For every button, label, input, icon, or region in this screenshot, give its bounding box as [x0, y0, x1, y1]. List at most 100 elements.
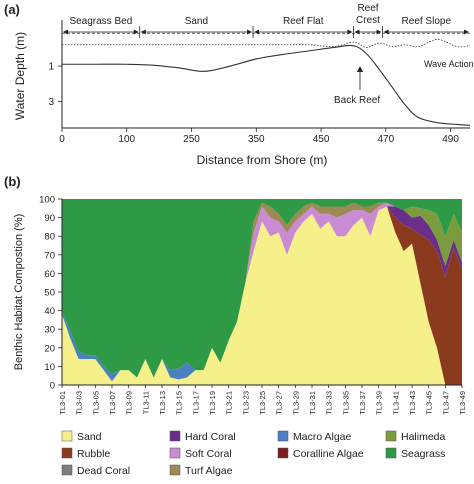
b-x-tick-label: TL3-21	[225, 391, 234, 415]
b-x-tick-label: TL3-25	[258, 391, 267, 415]
b-x-tick-label: TL3-07	[108, 391, 117, 415]
legend-label: Rubble	[77, 448, 110, 460]
legend-item: Sand	[61, 430, 102, 443]
zone-label-bg	[352, 13, 384, 25]
zone-label: Crest	[356, 15, 380, 26]
legend-swatch	[277, 430, 289, 442]
panel-b-y-ticks: 0 10 20 30 40 50 60 70 80 90 100	[39, 195, 62, 392]
profile-lines	[62, 32, 471, 126]
legend-item: Soft Coral	[169, 447, 232, 460]
panel-a-ylabel: Water Depth (m)	[13, 32, 27, 120]
b-y-tick-label: 40	[44, 306, 55, 317]
b-y-tick-label: 50	[44, 288, 55, 299]
b-y-tick-label: 70	[44, 250, 55, 261]
legend-swatch	[61, 430, 73, 442]
b-x-tick-label: TL3-17	[191, 391, 200, 415]
x-tick-label: 490	[442, 134, 459, 145]
panel-a-xlabel: Distance from Shore (m)	[197, 153, 328, 167]
legend-item: Seagrass	[385, 447, 445, 460]
profile-line-solid	[62, 44, 471, 126]
legend-label: Hard Coral	[185, 431, 236, 443]
panel-a-x-ticks: 0 100 250 350 450 470 490	[59, 128, 459, 145]
b-x-tick-label: TL3-41	[391, 391, 400, 415]
legend-item: Hard Coral	[169, 430, 236, 443]
legend-swatch	[61, 464, 73, 476]
back-reef-arrowhead	[357, 66, 363, 72]
b-x-tick-label: TL3-47	[441, 391, 450, 415]
legend-label: Halimeda	[401, 431, 446, 443]
y-tick-label: 3	[48, 97, 54, 108]
b-x-tick-label: TL3-29	[291, 391, 300, 415]
b-y-tick-label: 90	[44, 213, 55, 224]
b-x-tick-label: TL3-01	[58, 391, 67, 415]
legend-swatch	[385, 430, 397, 442]
x-tick-label: 350	[248, 134, 265, 145]
profile-line-dotted	[62, 39, 471, 48]
legend-label: Seagrass	[401, 448, 445, 460]
zone-arrow-right	[247, 29, 253, 35]
b-x-tick-label: TL3-13	[158, 391, 167, 415]
b-x-tick-label: TL3-31	[308, 391, 317, 415]
zone-label-bg	[62, 14, 140, 26]
zone-arrow-left	[140, 29, 146, 35]
legend-item: Rubble	[61, 447, 110, 460]
zone-label: Sand	[185, 16, 208, 27]
b-x-tick-label: TL3-45	[425, 391, 434, 415]
legend-label: Turf Algae	[185, 465, 233, 477]
zone-arrow-left	[254, 29, 260, 35]
legend-swatch	[169, 464, 181, 476]
b-x-tick-label: TL3-09	[125, 391, 134, 415]
b-x-tick-label: TL3-37	[358, 391, 367, 415]
b-y-tick-label: 60	[44, 269, 55, 280]
zone-arrow-left	[354, 29, 360, 35]
b-y-tick-label: 80	[44, 232, 55, 243]
legend-swatch	[277, 447, 289, 459]
panel-b-ylabel: Benthic Habitat Compostion (%)	[13, 214, 25, 371]
b-x-tick-label: TL3-05	[91, 391, 100, 415]
area-seagrass	[62, 199, 462, 378]
legend-label: Sand	[77, 431, 102, 443]
panel-b-x-ticks: TL3-01 TL3-03 TL3-05 TL3-07 TL3-09 TL3-11 TL3-…	[58, 385, 467, 415]
zone-arrow-right	[133, 29, 139, 35]
zone-label-bg	[394, 14, 459, 26]
b-y-tick-label: 10	[44, 362, 55, 373]
zone-arrow-right	[376, 29, 382, 35]
legend-label: Soft Coral	[185, 448, 232, 460]
panel-b-label: (b)	[4, 174, 21, 189]
zone-label: Reef Flat	[283, 16, 324, 27]
x-tick-label: 450	[313, 134, 330, 145]
b-x-tick-label: TL3-49	[458, 391, 467, 415]
zone-arrow-left	[383, 29, 389, 35]
b-x-tick-label: TL3-11	[141, 391, 150, 414]
b-y-tick-label: 100	[39, 195, 55, 206]
legend-label: Dead Coral	[77, 465, 130, 477]
area-hard-coral	[62, 206, 462, 382]
b-x-tick-label: TL3-43	[408, 391, 417, 415]
back-reef-label: Back Reef	[334, 95, 380, 106]
legend-swatch	[169, 447, 181, 459]
legend-item: Dead Coral	[61, 464, 130, 477]
back-reef-annotation: Back Reef	[334, 66, 380, 106]
b-y-tick-label: 20	[44, 343, 55, 354]
x-tick-label: 100	[118, 134, 135, 145]
y-tick-label: 1	[48, 62, 54, 73]
b-x-tick-label: TL3-15	[175, 391, 184, 415]
b-x-tick-label: TL3-35	[341, 391, 350, 415]
b-x-tick-label: TL3-19	[208, 391, 217, 415]
legend: Sand Hard Coral Macro Algae Halimeda Rubble S…	[61, 430, 446, 477]
b-y-tick-label: 30	[44, 325, 55, 336]
b-x-tick-label: TL3-39	[375, 391, 384, 415]
legend-item: Turf Algae	[169, 464, 233, 477]
b-x-tick-label: TL3-27	[275, 391, 284, 415]
zone-label: Reef Slope	[402, 16, 452, 27]
legend-swatch	[169, 430, 181, 442]
b-x-tick-label: TL3-33	[325, 391, 334, 415]
legend-item: Macro Algae	[277, 430, 352, 443]
legend-swatch	[61, 447, 73, 459]
zone-label-bg	[274, 14, 333, 26]
zone-label-bg	[355, 1, 381, 13]
zone-label: Reef	[357, 3, 378, 14]
